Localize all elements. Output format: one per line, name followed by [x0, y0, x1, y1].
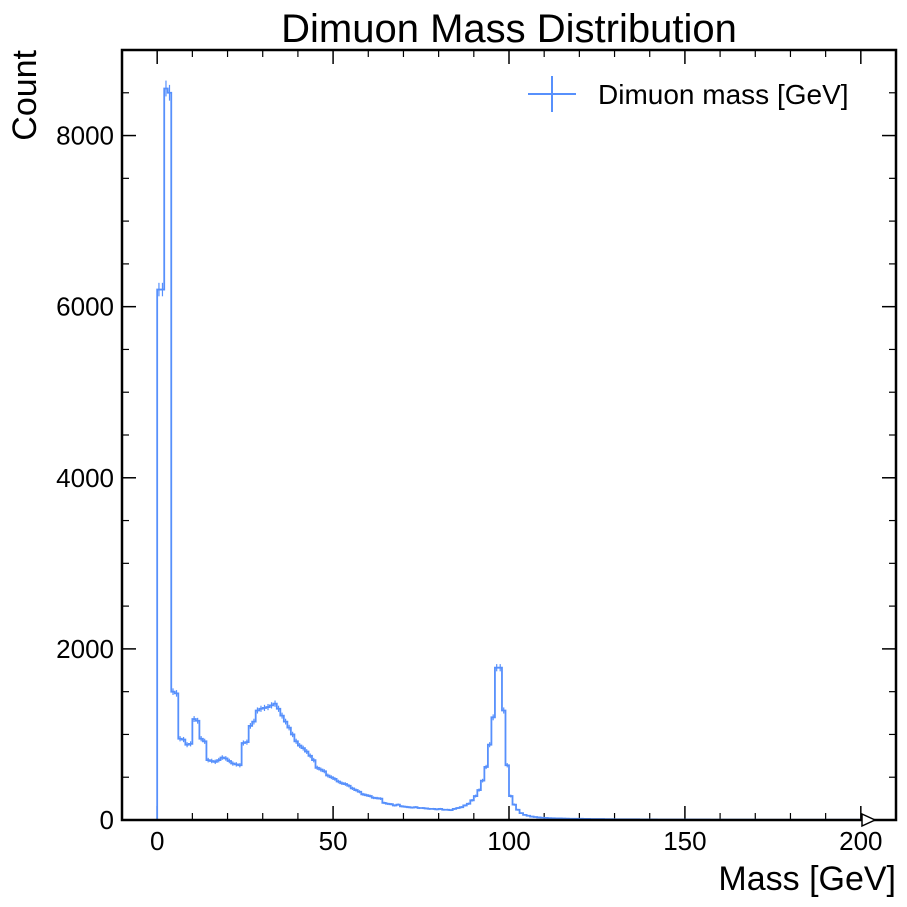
series-layer [156, 80, 862, 821]
y-axis-title: Count [6, 49, 44, 140]
legend: Dimuon mass [GeV] [528, 76, 849, 112]
plot-frame [120, 48, 898, 822]
y-tick-label: 2000 [56, 634, 114, 664]
chart-title: Dimuon Mass Distribution [281, 7, 737, 51]
y-tick-label: 6000 [56, 292, 114, 322]
y-tick-label: 4000 [56, 463, 114, 493]
x-axis-title: Mass [GeV] [718, 860, 896, 898]
legend-label: Dimuon mass [GeV] [598, 79, 849, 110]
x-tick-label: 150 [663, 826, 706, 856]
overflow-arrow-icon [861, 812, 877, 828]
x-tick-label: 100 [487, 826, 530, 856]
x-tick-label: 0 [150, 826, 164, 856]
histogram-step-line [156, 87, 862, 821]
y-tick-label: 8000 [56, 121, 114, 151]
axis-ticks [122, 50, 896, 821]
x-tick-label: 50 [319, 826, 348, 856]
y-tick-label: 0 [100, 805, 114, 835]
x-tick-label: 200 [839, 826, 882, 856]
